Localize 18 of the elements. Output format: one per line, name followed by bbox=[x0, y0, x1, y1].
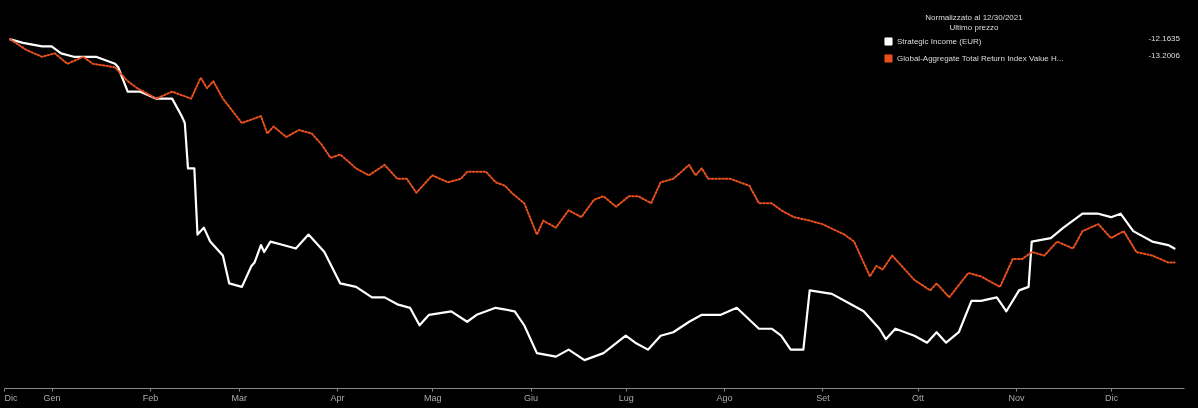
x-tick-label: Giu bbox=[524, 392, 539, 403]
x-tick-label: Mag bbox=[423, 392, 442, 403]
x-tick-label: Nov bbox=[1008, 392, 1025, 403]
x-tick-label: Dic bbox=[1105, 392, 1119, 403]
legend-label: Global-Aggregate Total Return Index Value H... bbox=[897, 53, 1064, 63]
x-tick-label: Set bbox=[816, 392, 831, 403]
legend-title: Normalizzato al 12/30/2021 Ultimo prezzo bbox=[925, 13, 1024, 32]
x-tick-label: Ago bbox=[716, 392, 733, 403]
x-tick-label: Feb bbox=[142, 392, 159, 403]
x-tick-label: Ott bbox=[912, 392, 925, 403]
annotation: -12.1635 bbox=[1148, 34, 1181, 43]
annotation: -13.2006 bbox=[1148, 51, 1181, 60]
x-tick-label: Gen bbox=[43, 392, 61, 403]
x-tick-label: Apr bbox=[330, 392, 345, 403]
x-tick-label: Lug bbox=[618, 392, 634, 403]
x-tick-label: Dic bbox=[4, 392, 18, 403]
x-tick-label: Mar bbox=[231, 392, 247, 403]
legend-label: Strategic Income (EUR) bbox=[897, 36, 982, 46]
